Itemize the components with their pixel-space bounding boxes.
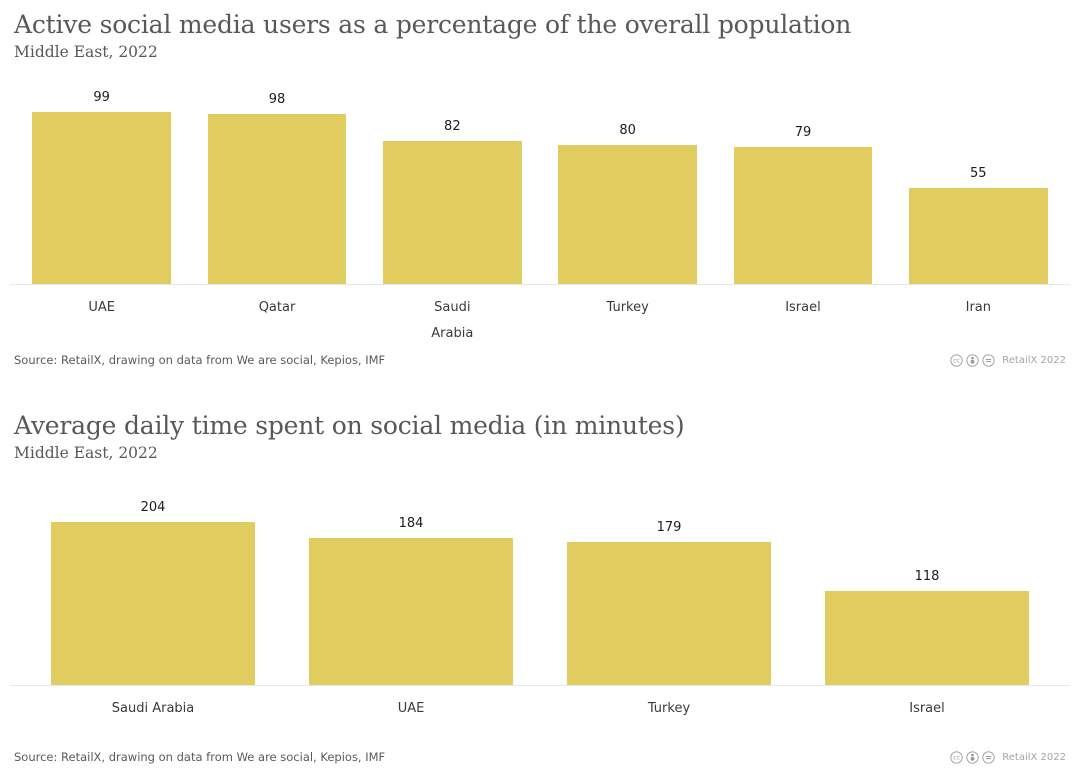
bar-value-label: 80 [619, 122, 636, 138]
attribution-text: RetailX 2022 [1002, 354, 1066, 366]
chart-title: Average daily time spent on social media… [14, 411, 685, 440]
x-axis-label: Qatar [258, 300, 296, 315]
svg-text:cc: cc [953, 754, 960, 761]
bar [207, 113, 347, 284]
x-axis-labels: Saudi Arabia UAE Turkey Israel [24, 686, 1056, 722]
bar-slot: 184 [282, 485, 540, 685]
bar-value-label: 204 [140, 499, 166, 515]
license-attribution: cc RetailX 2022 [950, 750, 1066, 764]
bar-value-label: 179 [656, 519, 682, 535]
source-note: Source: RetailX, drawing on data from We… [14, 750, 386, 764]
chart-subtitle: Middle East, 2022 [14, 43, 158, 61]
x-axis-label: Israel [785, 300, 821, 315]
attribution-text: RetailX 2022 [1002, 751, 1066, 763]
bar-slot: 55 [891, 84, 1066, 284]
x-axis-label: UAE [88, 300, 115, 315]
attribution-icon [966, 353, 979, 367]
attribution-icon [966, 750, 979, 764]
x-axis-label: Turkey [606, 300, 649, 315]
bar-slot: 82 [365, 84, 540, 284]
bar [733, 146, 873, 284]
bar [383, 141, 522, 284]
bar-slot: 118 [798, 485, 1056, 685]
bar-value-label: 99 [93, 89, 110, 105]
chart-title: Active social media users as a percentag… [14, 10, 852, 39]
bar [558, 144, 697, 284]
license-attribution: cc RetailX 2022 [950, 353, 1066, 367]
chart-section-daily-minutes: Average daily time spent on social media… [0, 367, 1080, 764]
bar [567, 541, 771, 685]
bar-value-label: 55 [970, 166, 987, 182]
plot-area: 99 98 82 80 79 55 [14, 84, 1066, 284]
source-row: Source: RetailX, drawing on data from We… [14, 750, 1066, 764]
cc-icon: cc [950, 750, 963, 764]
chart-section-users-percentage: Active social media users as a percentag… [0, 0, 1080, 367]
bar [32, 111, 171, 284]
no-derivatives-icon [982, 750, 995, 764]
bar-value-label: 82 [444, 119, 461, 135]
x-axis-label: Iran [965, 300, 991, 315]
x-axis-labels: UAE Qatar Saudi Arabia Turkey Israel Iran [14, 285, 1066, 347]
bar [309, 537, 513, 685]
source-row: Source: RetailX, drawing on data from We… [14, 353, 1066, 367]
plot-area: 204 184 179 118 [24, 485, 1056, 685]
bar-slot: 204 [24, 485, 282, 685]
bar [909, 188, 1048, 284]
bar-value-label: 79 [794, 124, 812, 140]
svg-text:cc: cc [953, 357, 960, 364]
bar-slot: 98 [189, 84, 364, 284]
x-axis-label: Israel [909, 701, 945, 716]
cc-icon: cc [950, 353, 963, 367]
bar-value-label: 98 [268, 91, 286, 107]
x-axis-label: Saudi Arabia [431, 300, 474, 341]
source-note: Source: RetailX, drawing on data from We… [14, 353, 386, 367]
no-derivatives-icon [982, 353, 995, 367]
bar [825, 590, 1029, 685]
bar-slot: 79 [715, 84, 890, 284]
bar-value-label: 184 [398, 515, 424, 531]
bar-slot: 179 [540, 485, 798, 685]
x-axis-label: UAE [397, 701, 425, 716]
chart-subtitle: Middle East, 2022 [14, 444, 158, 462]
x-axis-line [10, 685, 1070, 686]
x-axis-line [10, 284, 1070, 285]
x-axis-label: Turkey [647, 701, 691, 716]
bar-value-label: 118 [914, 568, 940, 584]
bar [51, 521, 255, 685]
bar-slot: 99 [14, 84, 189, 284]
bar-slot: 80 [540, 84, 715, 284]
x-axis-label: Saudi Arabia [111, 701, 195, 716]
